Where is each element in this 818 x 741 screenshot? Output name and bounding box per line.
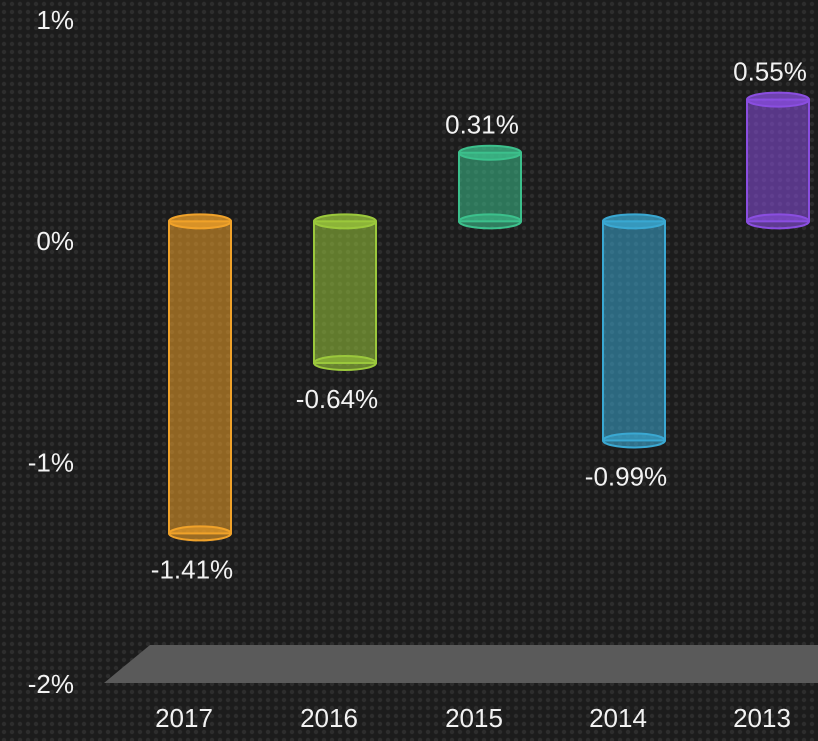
value-label: -0.99% xyxy=(585,461,667,491)
y-tick-label: -2% xyxy=(28,669,74,699)
value-label: 0.31% xyxy=(445,110,519,140)
bar-top xyxy=(168,213,232,230)
floor xyxy=(104,645,818,683)
bar-bottom xyxy=(168,525,232,542)
bar xyxy=(458,151,522,223)
x-tick-label: 2017 xyxy=(155,703,213,733)
bar-bottom xyxy=(602,432,666,449)
value-label: 0.55% xyxy=(733,56,807,86)
bar xyxy=(313,220,377,364)
x-tick-label: 2016 xyxy=(300,703,358,733)
y-tick-label: 1% xyxy=(36,5,74,35)
y-tick-label: 0% xyxy=(36,226,74,256)
bar xyxy=(168,220,232,535)
value-label: -1.41% xyxy=(151,554,233,584)
bar-top xyxy=(313,213,377,230)
bar xyxy=(746,98,810,223)
value-label: -0.64% xyxy=(296,384,378,414)
bar-top xyxy=(602,213,666,230)
x-tick-label: 2015 xyxy=(445,703,503,733)
bar-bottom xyxy=(458,213,522,230)
x-tick-label: 2013 xyxy=(733,703,791,733)
bar-top xyxy=(458,144,522,161)
bar-bottom xyxy=(746,213,810,230)
plot: -2% -1% 0% 1% 2017 -1.41% 2016 -0.64% 2015 0.31% 2… xyxy=(28,5,810,733)
bar-bottom xyxy=(313,354,377,371)
x-tick-label: 2014 xyxy=(589,703,647,733)
bar xyxy=(602,220,666,442)
bar-top xyxy=(746,91,810,108)
y-tick-label: -1% xyxy=(28,448,74,478)
